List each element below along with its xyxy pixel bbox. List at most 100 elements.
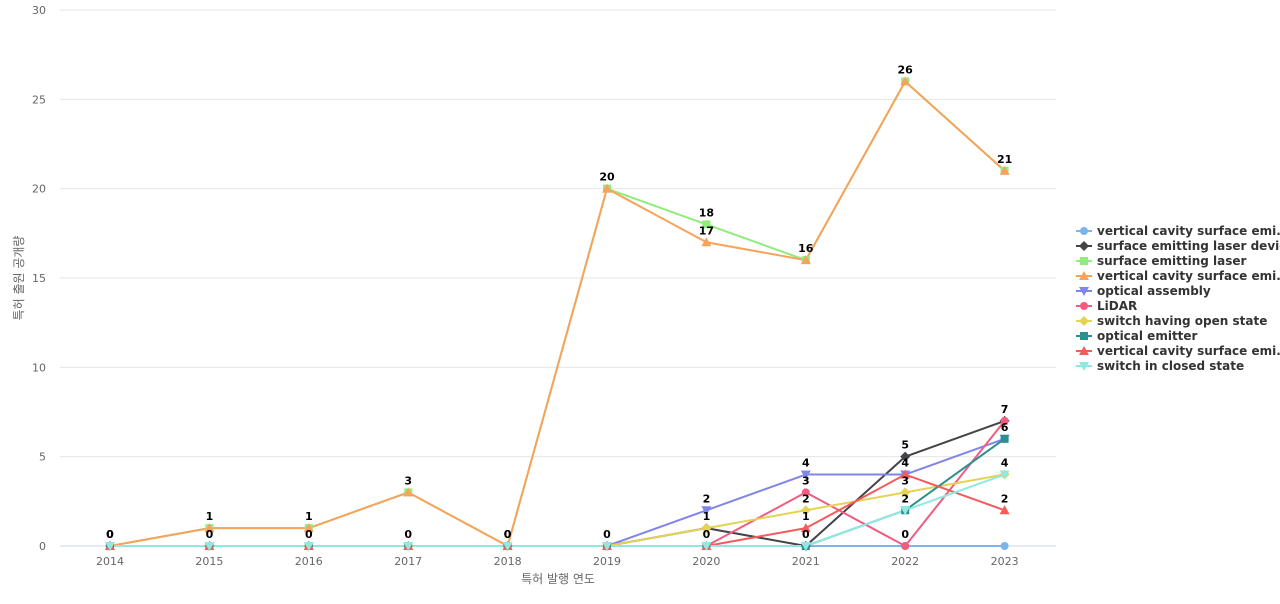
point-marker[interactable]	[800, 505, 811, 516]
data-label: 6	[1001, 421, 1009, 434]
data-label: 3	[802, 474, 810, 487]
point-marker[interactable]	[999, 470, 1010, 480]
legend-item[interactable]: switch having open state	[1076, 314, 1267, 328]
point-marker	[1079, 346, 1089, 355]
legend-item[interactable]: surface emitting laser	[1076, 254, 1246, 268]
series-line	[110, 473, 1005, 547]
x-tick-label: 2016	[295, 555, 323, 568]
legend-item[interactable]: LiDAR	[1076, 299, 1137, 313]
data-label: 0	[703, 528, 711, 541]
x-tick-label: 2023	[991, 555, 1019, 568]
data-label: 3	[901, 474, 909, 487]
point-marker[interactable]	[105, 542, 115, 551]
data-label: 0	[504, 528, 512, 541]
data-label: 1	[802, 510, 810, 523]
legend-label: switch in closed state	[1097, 359, 1244, 373]
data-label: 0	[901, 528, 909, 541]
x-axis-title: 특허 발행 연도	[521, 571, 595, 586]
data-label: 5	[901, 439, 909, 452]
point-marker[interactable]	[701, 237, 712, 247]
data-label: 2	[1001, 492, 1009, 505]
legend-label: switch having open state	[1097, 314, 1267, 328]
x-tick-label: 2019	[593, 555, 621, 568]
point-marker	[1080, 257, 1088, 265]
point-marker[interactable]	[602, 183, 612, 193]
point-marker[interactable]	[403, 542, 414, 551]
point-marker[interactable]	[800, 523, 811, 533]
data-label: 2	[703, 492, 711, 505]
legend-item[interactable]: switch in closed state	[1076, 359, 1244, 373]
y-tick-label: 5	[39, 451, 46, 464]
data-label: 2	[901, 492, 909, 505]
data-label: 0	[206, 528, 214, 541]
point-marker[interactable]	[800, 255, 811, 265]
legend-label: optical emitter	[1097, 329, 1198, 343]
data-label: 21	[997, 153, 1012, 166]
point-marker[interactable]	[701, 523, 712, 534]
data-label: 0	[404, 528, 412, 541]
point-marker[interactable]	[303, 542, 314, 551]
point-marker[interactable]	[701, 506, 712, 516]
point-marker[interactable]	[1000, 416, 1009, 425]
point-marker[interactable]	[602, 542, 612, 551]
data-label: 2	[802, 492, 810, 505]
point-marker[interactable]	[1000, 542, 1009, 550]
point-marker	[1079, 287, 1089, 296]
legend-label: surface emitting laser	[1097, 254, 1246, 268]
y-axis-title: 특허 출원 공개량	[12, 236, 26, 321]
point-marker	[1080, 227, 1088, 235]
y-tick-label: 15	[32, 272, 46, 285]
legend-item[interactable]: vertical cavity surface emi...	[1076, 269, 1280, 283]
point-marker[interactable]	[1000, 434, 1009, 443]
data-label: 0	[106, 528, 114, 541]
legend-label: optical assembly	[1097, 284, 1211, 298]
legend-item[interactable]: vertical cavity surface emi...	[1076, 224, 1280, 238]
point-marker[interactable]	[702, 220, 711, 229]
legend-item[interactable]: optical emitter	[1076, 329, 1198, 343]
point-marker[interactable]	[900, 487, 911, 498]
y-tick-label: 25	[32, 93, 46, 106]
point-marker[interactable]	[900, 506, 911, 516]
data-label: 18	[699, 206, 714, 219]
point-marker[interactable]	[204, 542, 215, 551]
point-marker[interactable]	[999, 165, 1010, 175]
data-label: 16	[798, 242, 814, 255]
x-tick-label: 2018	[494, 555, 522, 568]
point-marker[interactable]	[800, 542, 811, 551]
point-marker[interactable]	[502, 542, 513, 551]
point-marker[interactable]	[303, 523, 314, 533]
x-tick-label: 2017	[394, 555, 422, 568]
x-tick-label: 2021	[792, 555, 820, 568]
legend-item[interactable]: surface emitting laser device	[1076, 239, 1280, 253]
series-line	[110, 473, 1005, 547]
series-line	[109, 80, 1006, 547]
point-marker[interactable]	[900, 451, 911, 462]
point-marker[interactable]	[999, 505, 1010, 515]
point-marker[interactable]	[800, 470, 811, 480]
data-label: 0	[802, 528, 810, 541]
x-tick-label: 2015	[195, 555, 223, 568]
point-marker[interactable]	[900, 469, 911, 479]
series-line	[109, 80, 1006, 547]
series-line	[110, 473, 1005, 547]
point-marker[interactable]	[403, 487, 414, 497]
legend-label: vertical cavity surface emi...	[1097, 269, 1280, 283]
point-marker[interactable]	[801, 488, 810, 497]
x-tick-label: 2022	[891, 555, 919, 568]
data-label: 0	[603, 528, 611, 541]
data-label: 1	[703, 510, 711, 523]
x-tick-label: 2020	[692, 555, 720, 568]
y-tick-label: 0	[39, 540, 46, 553]
data-label: 7	[1001, 403, 1009, 416]
point-marker[interactable]	[204, 523, 215, 533]
x-tick-label: 2014	[96, 555, 124, 568]
legend-item[interactable]: optical assembly	[1076, 284, 1211, 298]
point-marker[interactable]	[900, 76, 911, 86]
point-marker[interactable]	[701, 542, 712, 551]
data-label: 20	[599, 171, 615, 184]
y-tick-label: 10	[32, 361, 46, 374]
point-marker[interactable]	[901, 542, 910, 550]
legend-item[interactable]: vertical cavity surface emi...	[1076, 344, 1280, 358]
